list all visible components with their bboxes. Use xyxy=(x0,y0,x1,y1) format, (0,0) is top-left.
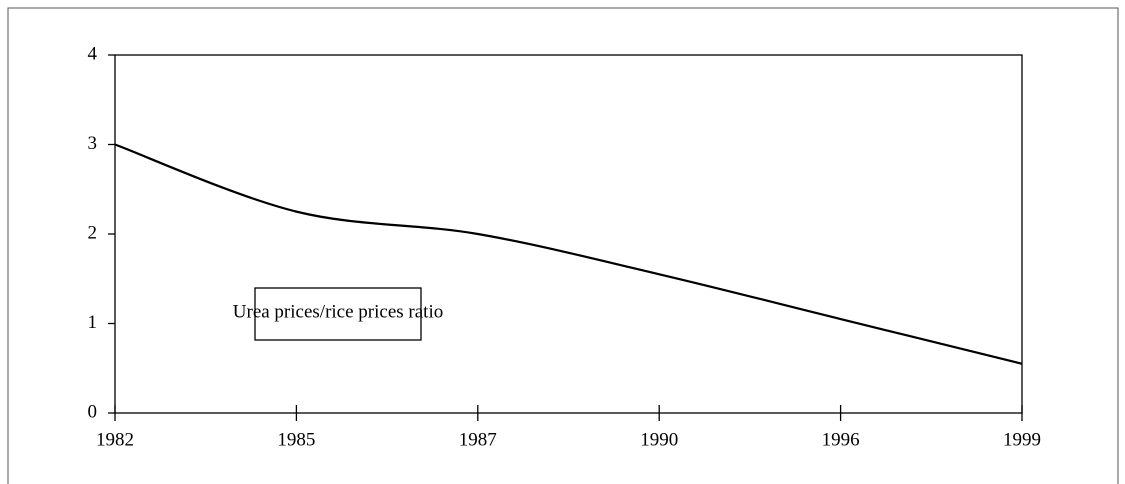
series-line xyxy=(114,143,1023,365)
y-tick-label: 2 xyxy=(88,222,98,243)
y-tick-label: 4 xyxy=(88,43,98,64)
plot-area xyxy=(114,54,1023,414)
x-tick-label: 1990 xyxy=(640,429,678,450)
x-tick-label: 1999 xyxy=(1003,429,1041,450)
x-tick-label: 1982 xyxy=(96,429,134,450)
y-tick-label: 0 xyxy=(88,401,98,422)
x-tick-label: 1987 xyxy=(459,429,497,450)
legend-label: Urea prices/rice prices ratio xyxy=(233,301,443,322)
y-tick-label: 1 xyxy=(88,312,98,333)
frame xyxy=(7,7,1119,484)
x-tick-label: 1996 xyxy=(822,429,860,450)
y-tick-label: 3 xyxy=(88,133,98,154)
legend-box xyxy=(254,287,422,341)
x-tick-label: 1985 xyxy=(277,429,315,450)
